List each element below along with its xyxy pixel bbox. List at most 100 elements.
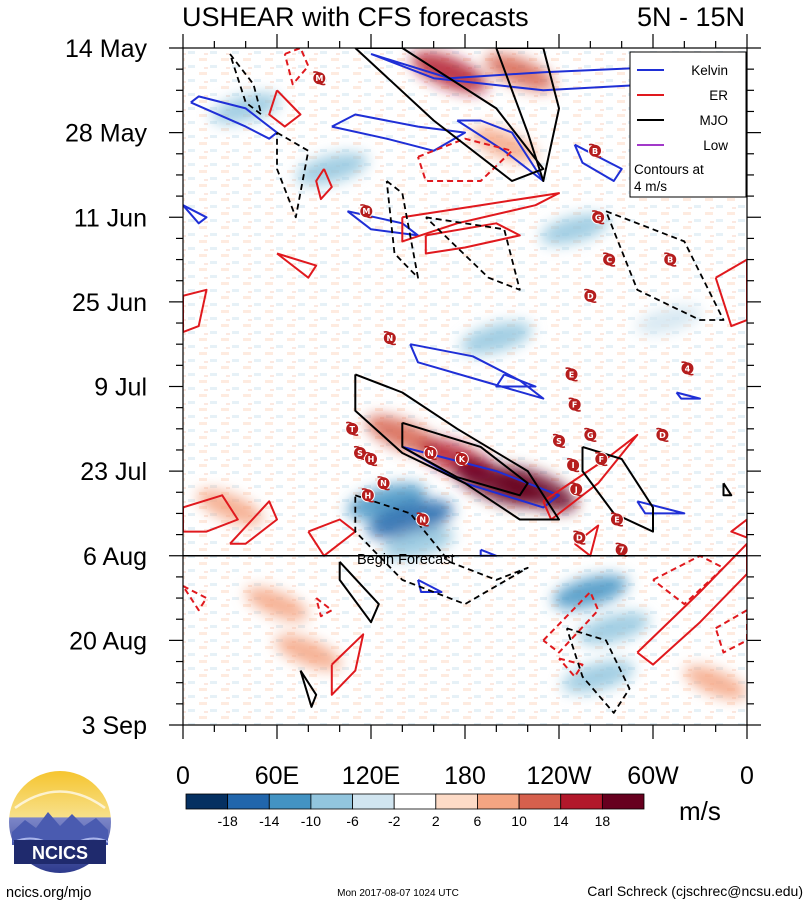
er-contour-dashed-0 <box>283 48 310 86</box>
tc-marker-label: E <box>569 370 574 379</box>
tc-marker-5: B <box>663 252 678 267</box>
tc-marker-label: G <box>587 431 594 440</box>
forecast-layer: Begin Forecast <box>183 552 747 568</box>
tc-marker-label: B <box>592 147 598 156</box>
shading-blob-18 <box>562 660 635 693</box>
tc-marker-tail <box>377 476 390 491</box>
tc-marker-0: M <box>312 71 327 86</box>
mjo-contour-7 <box>299 670 318 708</box>
shading-blob-2 <box>471 126 538 163</box>
footer-timestamp: Mon 2017-08-07 1024 UTC <box>337 888 459 899</box>
tc-marker-circle <box>376 476 391 491</box>
tc-marker-circle <box>312 71 327 86</box>
y-tick-label: 11 Jun <box>74 204 147 232</box>
tc-marker-tail <box>584 288 597 303</box>
tc-marker-tail <box>566 457 580 473</box>
legend-entries: Kelvin ER MJO Low <box>637 63 728 153</box>
tc-marker-7: N <box>382 331 397 346</box>
tc-marker-label: H <box>368 455 375 464</box>
tc-marker-26: D <box>572 530 587 545</box>
er-contour-14 <box>730 518 747 539</box>
y-tick-label: 28 May <box>65 120 147 148</box>
kelvin-contour-11 <box>636 500 686 515</box>
colorbar-swatch-10 <box>601 793 645 810</box>
er-contour-10 <box>542 433 639 521</box>
tc-marker-tail <box>610 512 624 527</box>
tc-marker-15: S <box>353 445 368 461</box>
tc-marker-tail <box>416 512 429 527</box>
shading-blob-4 <box>295 152 368 186</box>
tc-marker-24: N <box>415 512 430 527</box>
x-tick-label: 180 <box>444 762 486 790</box>
y-tick-label: 6 Aug <box>83 543 147 571</box>
chart-legend: Kelvin ER MJO Low Contours at 4 m/s <box>629 51 747 198</box>
forecast-label: Begin Forecast <box>357 552 455 568</box>
shading-blob-16 <box>552 575 628 610</box>
mjo-contour-dashed-6 <box>565 627 631 714</box>
tc-marker-label: E <box>614 515 619 524</box>
legend-note-line2: 4 m/s <box>634 179 667 194</box>
tc-marker-label: B <box>667 256 673 265</box>
tc-marker-circle <box>663 252 678 267</box>
tc-marker-tail <box>568 397 581 412</box>
legend-label-er: ER <box>709 88 728 103</box>
tc-marker-tail <box>552 433 566 449</box>
contour-layer <box>183 48 747 714</box>
tc-marker-tail <box>313 71 326 86</box>
tc-marker-1: B <box>588 143 603 158</box>
tc-marker-11: T <box>345 421 360 436</box>
colorbar-tick-label: -10 <box>301 813 321 829</box>
tc-marker-2: M <box>359 204 374 219</box>
tc-marker-label: D <box>587 292 594 301</box>
x-tick-label: 0 <box>740 762 754 790</box>
tc-marker-label: F <box>572 401 577 410</box>
mjo-contour-5 <box>722 482 733 497</box>
colorbar-tick-label: -2 <box>388 813 401 829</box>
mjo-contour-2 <box>354 373 560 521</box>
shading-blob-5 <box>540 213 609 245</box>
tc-marker-10: F <box>567 397 582 412</box>
er-contour-6 <box>714 258 747 328</box>
tc-marker-tail <box>602 252 616 267</box>
x-tick-label: 60E <box>255 762 299 790</box>
y-axis-labels: 14 May 28 May 11 Jun 25 Jun 9 Jul 23 Jul 6 Aug… <box>65 35 147 740</box>
colorbar-unit: m/s <box>679 796 721 826</box>
colorbar-tick-label: -14 <box>259 813 279 829</box>
logo-sun-rays <box>14 790 106 810</box>
tc-marker-label: F <box>599 455 604 464</box>
tc-marker-9: 4 <box>680 361 695 376</box>
tc-marker-label: S <box>556 437 562 446</box>
tc-marker-circle <box>609 512 624 527</box>
x-axis-labels: 0 60E 120E 180 120W 60W 0 <box>176 762 754 790</box>
tc-marker-circle <box>566 458 581 473</box>
tc-marker-16: H <box>364 451 378 467</box>
kelvin-contour-4 <box>183 204 208 225</box>
kelvin-contour-7 <box>409 343 545 400</box>
er-contour-3 <box>424 222 521 255</box>
tc-marker-tail <box>360 204 373 219</box>
tc-marker-17: N <box>423 445 438 461</box>
tc-marker-circle <box>567 397 582 412</box>
axis-ticks <box>169 34 761 739</box>
tc-marker-label: N <box>380 479 387 488</box>
tc-marker-label: G <box>595 213 602 222</box>
y-tick-label: 9 Jul <box>94 374 147 402</box>
tc-marker-8: E <box>564 367 579 382</box>
tc-marker-tail <box>681 361 694 376</box>
y-tick-label: 14 May <box>65 35 147 63</box>
logo-text: NCICS <box>32 843 88 863</box>
y-tick-label: 23 Jul <box>80 458 147 486</box>
colorbar: -18 -14 -10 -6 -2 2 6 10 14 18 <box>185 793 645 829</box>
tc-marker-circle <box>569 482 584 497</box>
tc-marker-label: K <box>459 455 466 464</box>
tc-marker-circle <box>364 452 378 467</box>
er-contour-13 <box>330 633 365 696</box>
kelvin-contour-1 <box>331 113 466 152</box>
tc-marker-label: S <box>357 449 363 458</box>
colorbar-tick-label: -18 <box>218 813 238 829</box>
tc-marker-label: N <box>386 334 393 343</box>
shading-blob-13 <box>367 500 454 539</box>
shading-blob-7 <box>460 321 533 355</box>
colorbar-swatch-2 <box>268 793 312 810</box>
